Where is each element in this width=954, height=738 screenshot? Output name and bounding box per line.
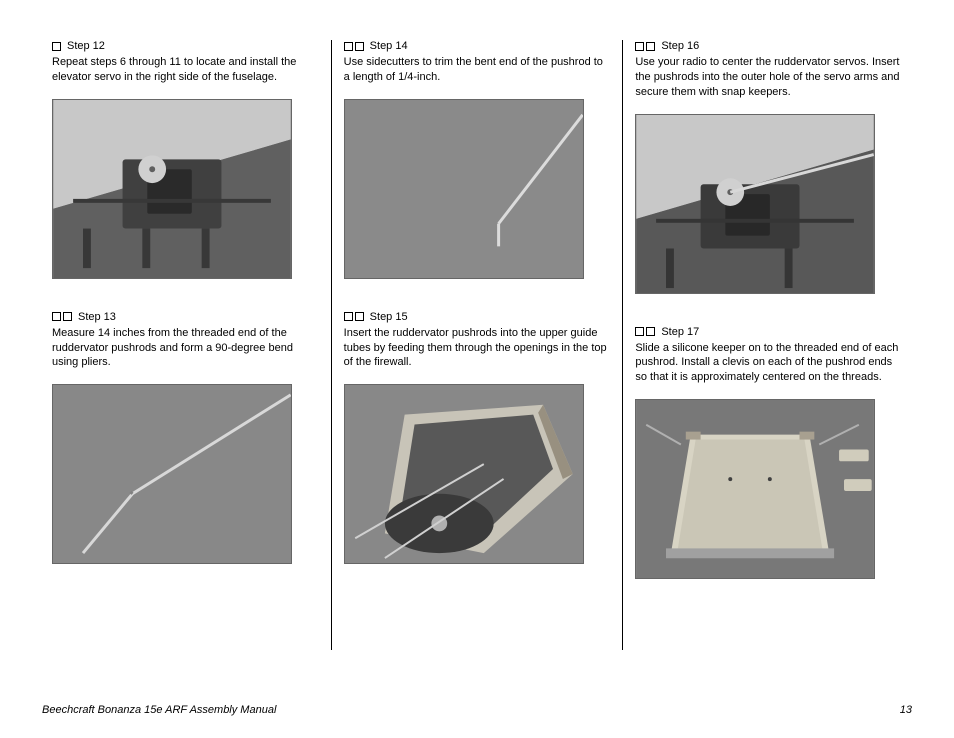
column-2: Step 14 Use sidecutters to trim the bent… (332, 40, 623, 680)
column-3: Step 16 Use your radio to center the rud… (623, 40, 914, 680)
step-14-title: Step 14 (370, 40, 408, 52)
checkbox-double-icon (344, 42, 364, 51)
step-12-photo (52, 99, 292, 279)
step-13-title: Step 13 (78, 311, 116, 323)
checkbox-icon (635, 327, 644, 336)
step-14-photo (344, 99, 584, 279)
step-13-header: Step 13 (52, 311, 319, 323)
step-12-text: Repeat steps 6 through 11 to locate and … (52, 55, 319, 85)
step-13-photo (52, 384, 292, 564)
step-16-text: Use your radio to center the ruddervator… (635, 55, 902, 100)
step-17-text: Slide a silicone keeper on to the thread… (635, 341, 902, 386)
step-17: Step 17 Slide a silicone keeper on to th… (635, 326, 902, 580)
checkbox-icon (355, 312, 364, 321)
step-14-text: Use sidecutters to trim the bent end of … (344, 55, 611, 85)
step-12-header: Step 12 (52, 40, 319, 52)
checkbox-icon (63, 312, 72, 321)
step-13: Step 13 Measure 14 inches from the threa… (52, 311, 319, 565)
checkbox-double-icon (52, 312, 72, 321)
checkbox-icon (52, 312, 61, 321)
checkbox-double-icon (635, 327, 655, 336)
columns-container: Step 12 Repeat steps 6 through 11 to loc… (40, 40, 914, 680)
checkbox-icon (52, 42, 61, 51)
page-number: 13 (900, 704, 912, 716)
step-17-header: Step 17 (635, 326, 902, 338)
checkbox-double-icon (635, 42, 655, 51)
step-12-title: Step 12 (67, 40, 105, 52)
step-15: Step 15 Insert the ruddervator pushrods … (344, 311, 611, 565)
column-1: Step 12 Repeat steps 6 through 11 to loc… (40, 40, 331, 680)
step-14: Step 14 Use sidecutters to trim the bent… (344, 40, 611, 279)
step-15-title: Step 15 (370, 311, 408, 323)
page-footer: Beechcraft Bonanza 15e ARF Assembly Manu… (42, 704, 912, 716)
step-16-header: Step 16 (635, 40, 902, 52)
checkbox-icon (646, 327, 655, 336)
step-16: Step 16 Use your radio to center the rud… (635, 40, 902, 294)
step-15-text: Insert the ruddervator pushrods into the… (344, 326, 611, 371)
step-17-photo (635, 399, 875, 579)
checkbox-icon (646, 42, 655, 51)
checkbox-double-icon (344, 312, 364, 321)
step-15-header: Step 15 (344, 311, 611, 323)
checkbox-icon (344, 42, 353, 51)
checkbox-icon (344, 312, 353, 321)
checkbox-icon (355, 42, 364, 51)
checkbox-icon (635, 42, 644, 51)
manual-title: Beechcraft Bonanza 15e ARF Assembly Manu… (42, 704, 276, 716)
step-16-photo (635, 114, 875, 294)
step-17-title: Step 17 (661, 326, 699, 338)
step-14-header: Step 14 (344, 40, 611, 52)
step-13-text: Measure 14 inches from the threaded end … (52, 326, 319, 371)
step-15-photo (344, 384, 584, 564)
step-16-title: Step 16 (661, 40, 699, 52)
step-12: Step 12 Repeat steps 6 through 11 to loc… (52, 40, 319, 279)
